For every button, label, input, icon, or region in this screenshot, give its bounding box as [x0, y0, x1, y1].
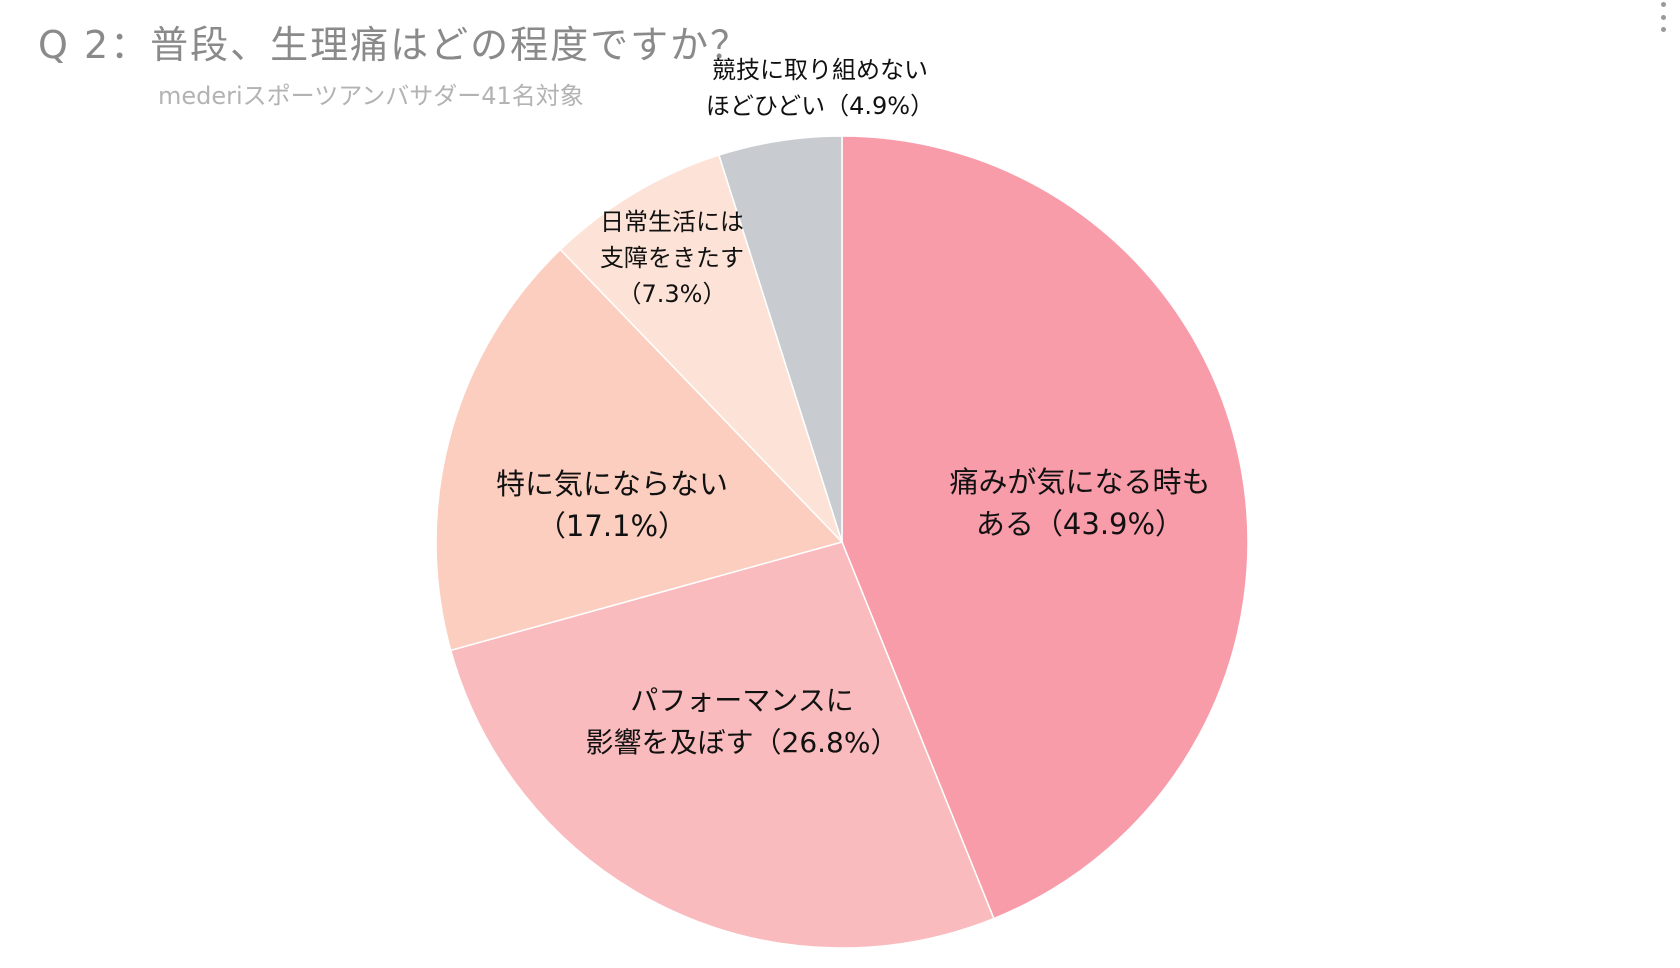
slice-label-line: 競技に取り組めない	[712, 56, 928, 84]
slice-label-line: パフォーマンスに	[630, 684, 853, 717]
pie-slice-3[interactable]	[435, 248, 844, 652]
slice-label-3: 特に気にならない （17.1%）	[496, 467, 728, 543]
slice-label-5: 競技に取り組めないほどひどい（4.9%）	[706, 56, 934, 120]
pie-slice-4[interactable]	[559, 154, 843, 543]
slices-layer	[435, 135, 1249, 949]
pie-slice-1[interactable]	[841, 135, 1249, 920]
slice-label-line: 支障をきたす	[600, 244, 744, 272]
slice-label-line: 影響を及ぼす（26.8%）	[586, 726, 899, 759]
chart-subtitle: mederiスポーツアンバサダー41名対象	[158, 82, 584, 110]
more-dot	[1660, 2, 1666, 7]
slice-label-4: 日常生活には支障をきたす （7.3%）	[600, 208, 744, 308]
more-dot	[1660, 14, 1666, 20]
slice-label-2: パフォーマンスに影響を及ぼす（26.8%）	[586, 684, 899, 759]
slice-label-line: 日常生活には	[600, 208, 744, 236]
chart-title: Q 2：普段、生理痛はどの程度ですか？	[38, 23, 751, 67]
slice-label-line: （7.3%）	[618, 280, 727, 308]
slice-label-line: 特に気にならない	[496, 467, 728, 501]
pie-slice-5[interactable]	[718, 135, 843, 543]
slice-label-line: ある（43.9%）	[976, 507, 1184, 541]
more-options-icon[interactable]	[1658, 2, 1668, 32]
slice-label-line: ほどひどい（4.9%）	[706, 92, 934, 120]
slice-label-line: 痛みが気になる時も	[949, 465, 1210, 499]
slice-label-1: 痛みが気になる時もある（43.9%）	[949, 465, 1210, 541]
more-dot	[1660, 27, 1666, 32]
pie-slice-2[interactable]	[449, 541, 995, 949]
slice-label-line: （17.1%）	[537, 509, 687, 543]
labels-layer: 痛みが気になる時もある（43.9%） パフォーマンスに影響を及ぼす（26.8%） 特…	[496, 56, 1211, 759]
